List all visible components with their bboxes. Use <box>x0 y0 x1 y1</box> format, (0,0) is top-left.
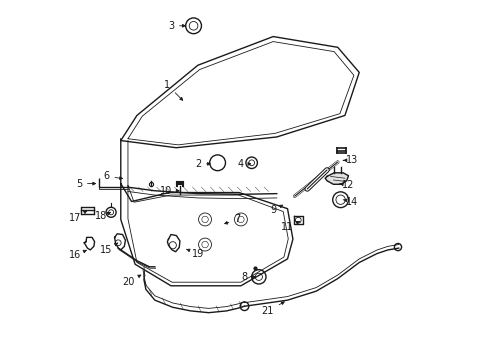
Text: 5: 5 <box>76 179 95 189</box>
Text: 16: 16 <box>69 250 86 260</box>
Text: 17: 17 <box>69 211 87 222</box>
Text: 13: 13 <box>343 155 358 165</box>
Text: 14: 14 <box>343 197 358 207</box>
Text: 19: 19 <box>186 248 203 258</box>
Polygon shape <box>325 173 348 184</box>
Text: 11: 11 <box>281 221 299 231</box>
Text: 15: 15 <box>100 243 118 255</box>
Text: 7: 7 <box>224 215 240 224</box>
Text: 12: 12 <box>339 180 354 190</box>
Text: 2: 2 <box>194 159 210 169</box>
Text: 9: 9 <box>269 205 282 216</box>
Text: 18: 18 <box>95 211 110 221</box>
Text: 20: 20 <box>122 275 141 287</box>
Text: 8: 8 <box>241 272 255 282</box>
Text: 21: 21 <box>261 302 284 316</box>
Text: 6: 6 <box>103 171 122 181</box>
Text: 3: 3 <box>167 21 185 31</box>
Text: 4: 4 <box>237 159 250 169</box>
Text: 10: 10 <box>159 186 179 196</box>
Text: 1: 1 <box>164 80 183 100</box>
